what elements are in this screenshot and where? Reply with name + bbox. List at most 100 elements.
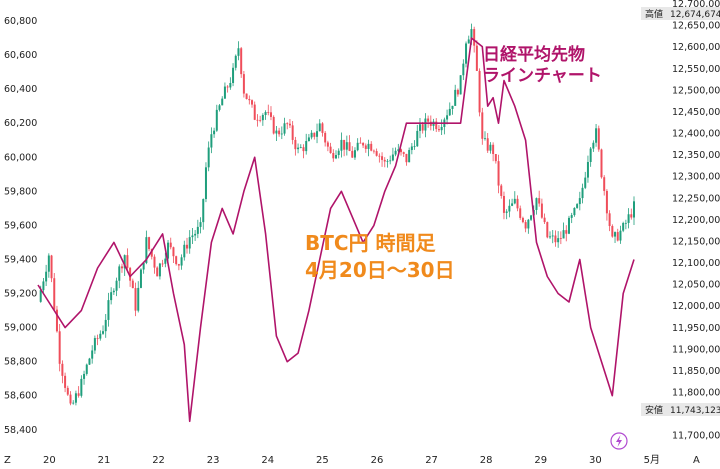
candle-body — [448, 108, 451, 116]
candle-body — [269, 112, 272, 117]
candle-body — [332, 153, 335, 159]
candle-body — [129, 267, 132, 281]
candle-body — [107, 300, 110, 320]
candle-body — [47, 255, 50, 272]
right-tick-label: 12,400,000 — [672, 129, 720, 140]
candle-body — [299, 147, 302, 148]
high-label: 高値 — [645, 8, 663, 20]
candle-body — [267, 112, 270, 113]
candle-body — [215, 109, 218, 131]
candle-body — [421, 124, 424, 131]
right-tick-label: 12,100,000 — [672, 258, 720, 269]
right-tick-label: 11,850,000 — [672, 366, 720, 377]
candle-body — [283, 123, 286, 134]
candle-body — [440, 126, 443, 131]
candle-body — [153, 256, 156, 268]
right-tick-label: 12,050,000 — [672, 280, 720, 291]
candle-body — [264, 112, 267, 116]
candle-body — [261, 115, 264, 121]
candle-body — [275, 130, 278, 134]
candle-body — [389, 160, 392, 162]
candle-body — [194, 233, 197, 236]
candle-body — [530, 215, 533, 220]
candle-body — [605, 190, 608, 214]
candle-body — [221, 98, 224, 106]
candle-body — [329, 146, 332, 154]
candle-body — [326, 142, 329, 147]
candle-body — [416, 130, 419, 147]
candle-body — [102, 331, 105, 334]
candle-body — [39, 290, 42, 302]
x-tick-label: 21 — [98, 455, 111, 466]
auto-scale-icon[interactable]: A — [693, 455, 700, 466]
candle-body — [437, 129, 440, 131]
candle-body — [348, 142, 351, 151]
candle-body — [614, 232, 617, 237]
candle-body — [576, 204, 579, 208]
low-label: 安値 — [645, 404, 663, 416]
low-badge: 安値 11,743,123 — [641, 403, 720, 416]
candle-body — [581, 187, 584, 199]
high-value: 12,674,674 — [670, 10, 720, 20]
candle-body — [96, 338, 99, 339]
candle-body — [475, 45, 478, 71]
right-tick-label: 12,250,000 — [672, 193, 720, 204]
candle-body — [294, 139, 297, 150]
right-tick-label: 11,700,000 — [672, 431, 720, 442]
candle-body — [253, 104, 256, 120]
candle-body — [196, 226, 199, 234]
right-tick-label: 11,800,000 — [672, 388, 720, 399]
left-tick-label: 59,400 — [4, 254, 37, 265]
candle-body — [188, 237, 191, 249]
candle-body — [213, 130, 216, 135]
candle-body — [72, 402, 75, 404]
zoom-icon[interactable]: Z — [4, 455, 11, 466]
candle-body — [511, 203, 514, 206]
candle-body — [383, 159, 386, 162]
candle-body — [381, 156, 384, 160]
candle-body — [567, 217, 570, 234]
low-value: 11,743,123 — [670, 406, 720, 416]
candle-body — [58, 331, 61, 364]
candle-body — [353, 150, 356, 158]
candle-body — [603, 177, 606, 191]
candle-body — [110, 292, 113, 301]
left-tick-label: 60,200 — [4, 118, 37, 129]
x-tick-label: 24 — [261, 455, 274, 466]
candle-body — [400, 149, 403, 153]
high-badge: 高値 12,674,674 — [641, 7, 720, 20]
candle-body — [180, 257, 183, 266]
candle-body — [50, 255, 53, 279]
x-tick-label: 5月 — [644, 454, 660, 466]
candle-body — [278, 130, 281, 135]
candle-body — [307, 137, 310, 142]
candle-body — [494, 154, 497, 162]
candle-body — [177, 264, 180, 266]
x-tick-label: 27 — [425, 455, 438, 466]
lightning-icon[interactable] — [610, 432, 628, 450]
right-tick-label: 12,200,000 — [672, 215, 720, 226]
candle-body — [424, 118, 427, 131]
candle-body — [91, 350, 94, 359]
candle-body — [251, 100, 254, 105]
candle-body — [402, 152, 405, 154]
candle-body — [619, 230, 622, 241]
x-tick-label: 20 — [43, 455, 56, 466]
candle-body — [557, 238, 560, 243]
candle-body — [288, 123, 291, 126]
candle-body — [310, 132, 313, 138]
candle-body — [370, 143, 373, 151]
candle-body — [565, 230, 568, 234]
left-tick-label: 60,600 — [4, 50, 37, 61]
right-tick-label: 12,450,000 — [672, 107, 720, 118]
right-tick-label: 12,350,000 — [672, 150, 720, 161]
candle-body — [505, 211, 508, 213]
nikkei-annotation-line2: ラインチャート — [483, 66, 602, 86]
left-tick-label: 59,200 — [4, 289, 37, 300]
right-tick-label: 12,500,000 — [672, 85, 720, 96]
candle-body — [521, 217, 524, 223]
candle-body — [497, 161, 500, 186]
candle-body — [305, 141, 308, 152]
candle-body — [397, 149, 400, 151]
candle-body — [451, 105, 454, 109]
